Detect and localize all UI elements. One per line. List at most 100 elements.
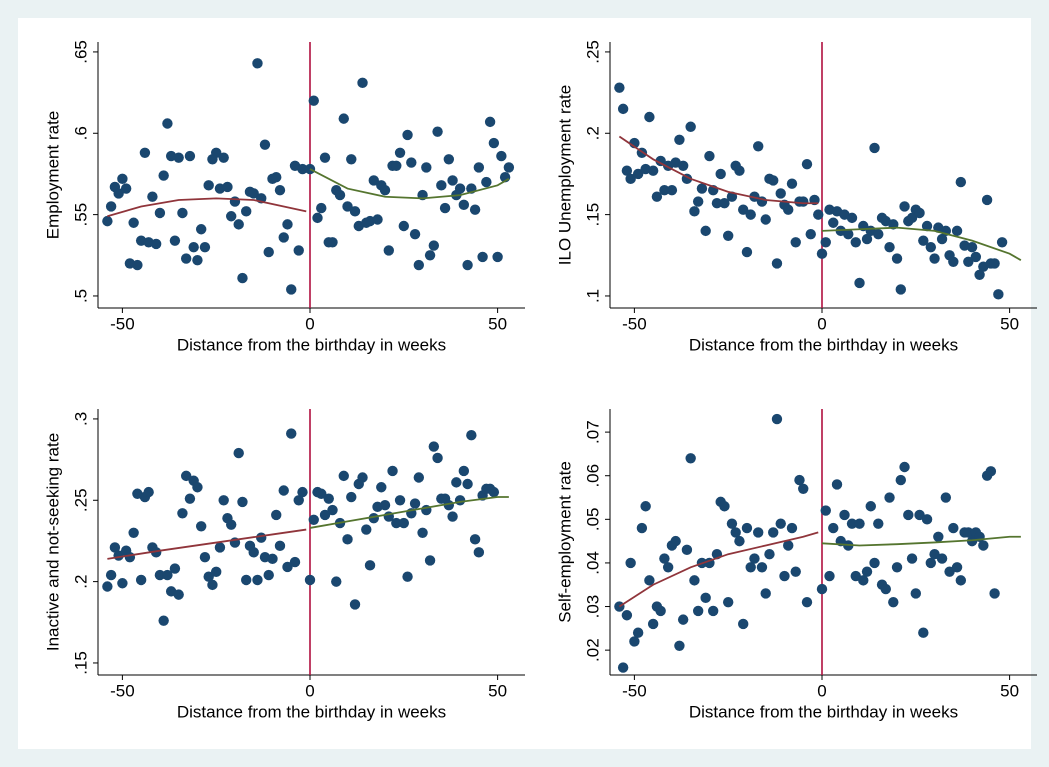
point — [278, 232, 289, 243]
point — [951, 562, 963, 573]
point — [323, 493, 334, 504]
point — [406, 157, 417, 168]
point — [319, 152, 331, 163]
point — [993, 289, 1004, 300]
point — [349, 599, 361, 610]
y-axis-title: ILO Unemployment rate — [555, 85, 574, 265]
x-tick-label: 0 — [817, 314, 826, 333]
point — [102, 581, 113, 592]
point — [147, 191, 158, 202]
point — [828, 522, 839, 534]
point — [873, 228, 884, 240]
point — [432, 126, 443, 137]
x-tick-label: -50 — [622, 314, 647, 333]
y-tick-label: .65 — [71, 40, 90, 64]
point — [203, 571, 214, 582]
point — [903, 509, 914, 521]
point — [124, 552, 136, 563]
x-tick-label: -50 — [622, 681, 647, 700]
point — [308, 95, 319, 106]
point — [644, 111, 655, 123]
point — [316, 202, 327, 214]
point — [951, 225, 963, 237]
point — [368, 175, 379, 186]
point — [289, 556, 301, 568]
point — [936, 553, 948, 564]
point — [666, 185, 678, 196]
point — [798, 196, 809, 207]
point — [346, 154, 357, 165]
point — [357, 472, 368, 483]
point — [850, 570, 861, 582]
point — [312, 212, 323, 224]
point — [184, 493, 196, 504]
y-tick-label: .6 — [71, 126, 90, 140]
y-axis-title: Self-employment rate — [555, 461, 574, 623]
point — [327, 504, 338, 516]
point — [722, 230, 734, 241]
point — [794, 474, 805, 486]
panel: .1 .15 .2 .25 -50 0 50 Distance from the birthd… — [555, 40, 1037, 354]
point — [858, 575, 869, 586]
point — [233, 447, 244, 459]
point — [263, 569, 274, 581]
point — [443, 154, 455, 165]
point — [248, 547, 259, 558]
point — [439, 202, 451, 214]
point — [828, 217, 839, 228]
point — [677, 160, 689, 172]
point — [621, 165, 633, 176]
point — [936, 233, 948, 245]
y-tick-label: .15 — [583, 203, 602, 227]
point — [906, 212, 918, 224]
point — [496, 150, 507, 162]
x-tick-label: 50 — [1000, 681, 1019, 700]
point — [839, 509, 850, 521]
point — [944, 566, 955, 577]
point — [203, 180, 214, 191]
point — [707, 605, 719, 617]
point — [117, 578, 128, 589]
y-axis-title: Employment rate — [43, 111, 62, 240]
point — [150, 547, 162, 558]
point — [252, 58, 263, 69]
point — [768, 527, 779, 538]
point — [700, 225, 711, 237]
point — [428, 240, 440, 251]
y-tick-label: .2 — [71, 575, 90, 589]
point — [674, 640, 685, 651]
point — [357, 77, 368, 89]
point — [162, 118, 173, 129]
point — [364, 560, 376, 571]
point — [394, 147, 406, 158]
point — [173, 589, 184, 600]
point — [647, 618, 659, 630]
point — [955, 176, 967, 188]
point — [617, 662, 629, 673]
point — [263, 246, 274, 258]
point — [719, 198, 730, 209]
point — [929, 253, 940, 264]
point — [195, 224, 207, 235]
point — [451, 477, 462, 488]
point — [195, 521, 207, 532]
point — [884, 241, 895, 253]
point — [741, 522, 753, 534]
point — [105, 569, 117, 581]
point — [327, 237, 338, 248]
point — [651, 191, 663, 202]
point — [226, 211, 237, 222]
point — [861, 233, 873, 245]
point — [921, 220, 933, 232]
point — [297, 163, 308, 175]
point — [921, 514, 933, 525]
point — [109, 542, 121, 553]
point — [180, 470, 192, 482]
point — [361, 524, 372, 535]
y-tick-label: .1 — [583, 289, 602, 303]
point — [963, 527, 974, 538]
point — [402, 129, 413, 141]
point — [473, 162, 485, 173]
point — [738, 618, 749, 630]
